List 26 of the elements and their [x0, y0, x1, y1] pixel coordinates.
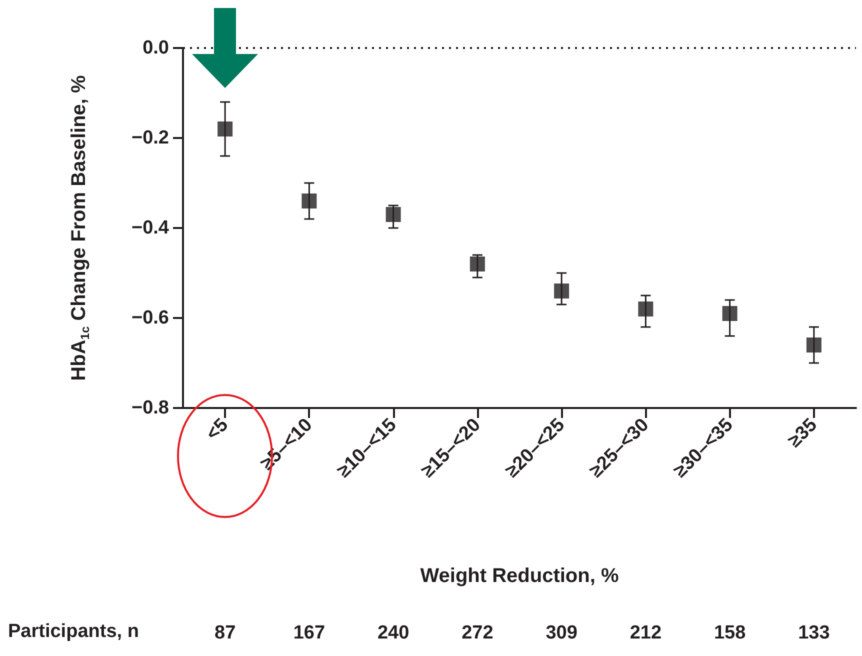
y-tick-label: −0.2	[131, 128, 169, 148]
point	[218, 122, 233, 136]
y-tick-label: −0.6	[131, 308, 169, 328]
x-axis-title: Weight Reduction, %	[420, 565, 619, 587]
point	[386, 207, 401, 222]
x-tick-label: <5	[202, 414, 233, 445]
x-tick-label: ≥35	[784, 414, 822, 452]
point	[722, 306, 738, 321]
text: 309	[546, 622, 578, 644]
y-tick-label: −0.8	[131, 398, 169, 418]
text: 272	[462, 622, 494, 644]
point	[554, 284, 570, 298]
text: 87	[214, 622, 236, 644]
point	[470, 256, 485, 272]
text: 133	[798, 622, 830, 644]
text: 212	[630, 622, 662, 644]
text: 158	[714, 622, 746, 644]
y-tick-label: 0.0	[142, 38, 169, 58]
y-tick-label: −0.4	[131, 218, 170, 238]
point	[638, 302, 654, 316]
point	[806, 338, 822, 352]
text: 240	[377, 622, 410, 644]
point	[302, 194, 317, 208]
text: Participants, n	[8, 621, 139, 642]
text: 167	[293, 622, 326, 644]
y-axis-title: HbA1c Change From Baseline, %	[68, 74, 92, 381]
